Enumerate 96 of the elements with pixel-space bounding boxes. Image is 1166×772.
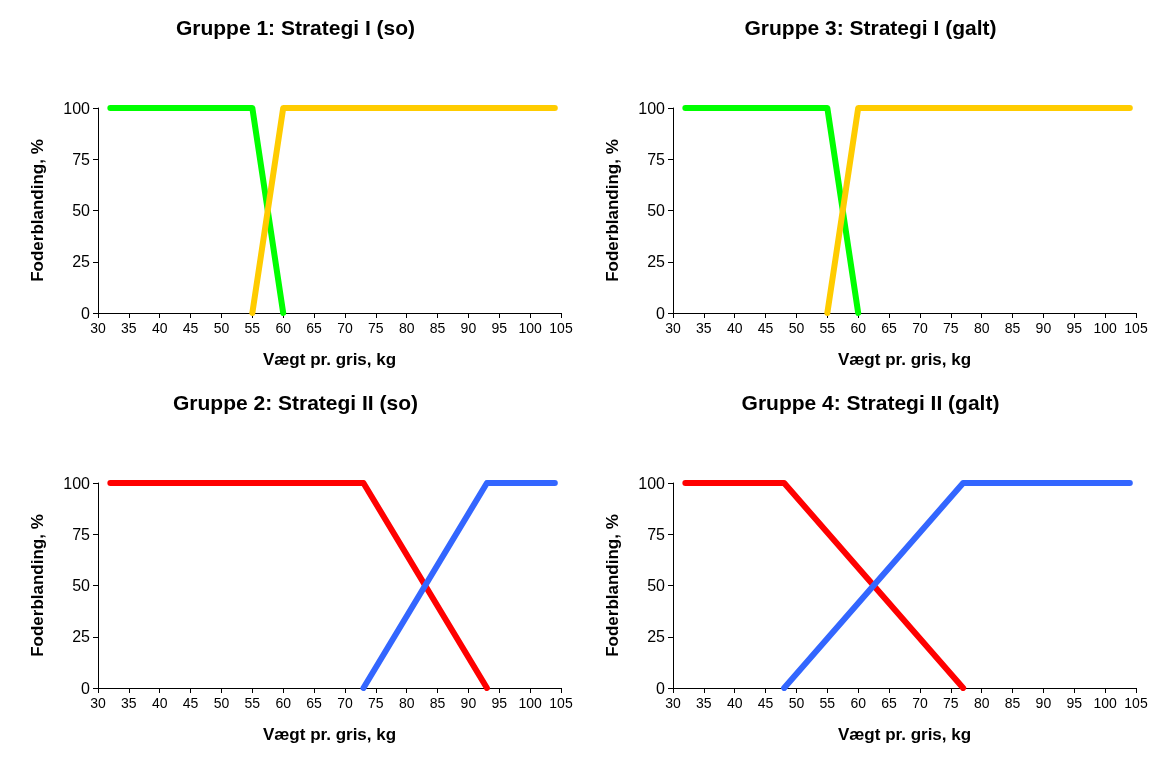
y-tick-label: 0 [81,304,91,322]
y-tick-label: 25 [647,628,666,646]
x-tick-label: 55 [819,320,836,336]
x-tick-label: 60 [850,695,867,711]
x-tick-label: 50 [213,695,230,711]
x-tick-label: 35 [121,320,137,336]
x-tick-label: 105 [549,320,573,336]
x-tick-label: 90 [460,320,477,336]
x-tick-label: 100 [518,695,543,711]
x-tick-label: 95 [491,695,508,711]
x-tick-label: 60 [275,695,292,711]
y-axis-title: Foderblanding, % [603,139,622,282]
x-tick-label: 75 [943,320,959,336]
y-tick-label: 25 [72,628,91,646]
x-tick-label: 55 [819,695,836,711]
chart-title: Gruppe 2: Strategi II (so) [172,391,419,414]
y-tick-label: 75 [647,150,666,168]
y-axis-title: Foderblanding, % [28,514,47,657]
x-tick-label: 70 [337,320,353,336]
x-axis-title: Vægt pr. gris, kg [837,350,972,369]
y-tick-label: 25 [647,253,666,271]
y-tick-label: 0 [656,304,666,322]
y-tick-label: 50 [647,202,666,219]
x-tick-label: 80 [973,320,990,336]
x-tick-label: 70 [912,320,928,336]
chart-title: Gruppe 1: Strategi I (so) [175,16,416,39]
y-tick-label: 75 [72,525,91,543]
y-tick-label: 0 [81,679,91,697]
x-axis-title: Vægt pr. gris, kg [262,350,397,369]
x-tick-label: 70 [337,695,353,711]
x-tick-label: 80 [973,695,990,711]
y-tick-label: 100 [63,99,91,117]
x-tick-label: 55 [244,695,261,711]
x-tick-label: 30 [90,320,106,336]
x-tick-label: 65 [881,695,898,711]
x-tick-label: 45 [757,695,774,711]
x-tick-label: 85 [429,695,446,711]
x-tick-label: 30 [90,695,106,711]
x-tick-label: 40 [151,695,168,711]
x-tick-label: 50 [788,320,805,336]
x-tick-label: 90 [1035,320,1052,336]
x-tick-label: 95 [1066,320,1083,336]
x-tick-label: 105 [1124,320,1148,336]
x-tick-label: 35 [696,695,712,711]
x-tick-label: 50 [788,695,805,711]
y-tick-label: 75 [72,150,91,168]
x-tick-label: 80 [398,320,415,336]
x-tick-label: 45 [757,320,774,336]
x-tick-label: 60 [275,320,292,336]
x-tick-label: 105 [1124,695,1148,711]
x-tick-label: 90 [460,695,477,711]
x-tick-label: 65 [881,320,898,336]
x-tick-label: 105 [549,695,573,711]
x-axis-title: Vægt pr. gris, kg [837,725,972,744]
chart-title: Gruppe 4: Strategi II (galt) [741,391,1000,414]
x-tick-label: 30 [665,320,681,336]
y-tick-label: 75 [647,525,666,543]
x-tick-label: 85 [1004,695,1021,711]
x-tick-label: 55 [244,320,261,336]
y-tick-label: 50 [72,202,91,219]
y-axis-title: Foderblanding, % [28,139,47,282]
x-tick-label: 70 [912,695,928,711]
y-tick-label: 100 [638,99,666,117]
y-tick-label: 100 [63,474,91,492]
x-tick-label: 85 [429,320,446,336]
x-tick-label: 30 [665,695,681,711]
x-axis-title: Vægt pr. gris, kg [262,725,397,744]
x-tick-label: 95 [491,320,508,336]
y-tick-label: 100 [638,474,666,492]
y-tick-label: 25 [72,253,91,271]
y-axis-title: Foderblanding, % [603,514,622,657]
x-tick-label: 40 [726,695,743,711]
x-tick-label: 80 [398,695,415,711]
x-tick-label: 75 [368,695,384,711]
x-tick-label: 100 [1093,320,1118,336]
x-tick-label: 100 [518,320,543,336]
x-tick-label: 60 [850,320,867,336]
chart-title: Gruppe 3: Strategi I (galt) [744,16,997,39]
x-tick-label: 45 [182,695,199,711]
x-tick-label: 40 [726,320,743,336]
x-tick-label: 65 [306,320,323,336]
x-tick-label: 35 [121,695,137,711]
y-tick-label: 50 [647,577,666,594]
x-tick-label: 75 [943,695,959,711]
x-tick-label: 40 [151,320,168,336]
y-tick-label: 50 [72,577,91,594]
x-tick-label: 100 [1093,695,1118,711]
x-tick-label: 95 [1066,695,1083,711]
x-tick-label: 45 [182,320,199,336]
x-tick-label: 65 [306,695,323,711]
x-tick-label: 90 [1035,695,1052,711]
x-tick-label: 50 [213,320,230,336]
x-tick-label: 75 [368,320,384,336]
y-tick-label: 0 [656,679,666,697]
x-tick-label: 85 [1004,320,1021,336]
x-tick-label: 35 [696,320,712,336]
